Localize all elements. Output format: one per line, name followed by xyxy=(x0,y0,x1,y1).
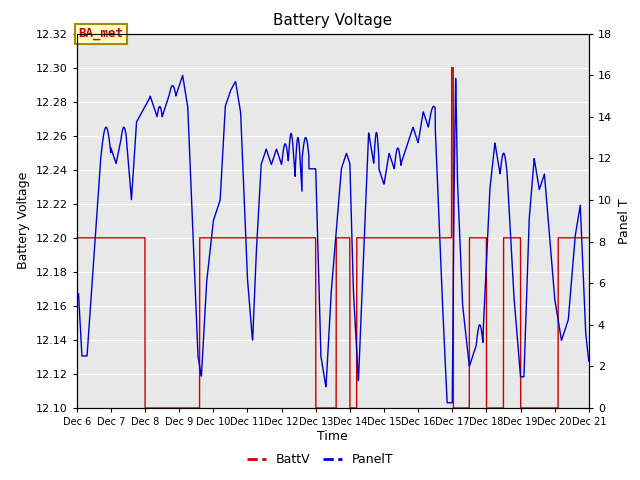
Title: Battery Voltage: Battery Voltage xyxy=(273,13,392,28)
Text: BA_met: BA_met xyxy=(79,27,124,40)
Y-axis label: Battery Voltage: Battery Voltage xyxy=(17,172,30,269)
Y-axis label: Panel T: Panel T xyxy=(618,198,630,244)
X-axis label: Time: Time xyxy=(317,430,348,443)
Legend: BattV, PanelT: BattV, PanelT xyxy=(242,448,398,471)
